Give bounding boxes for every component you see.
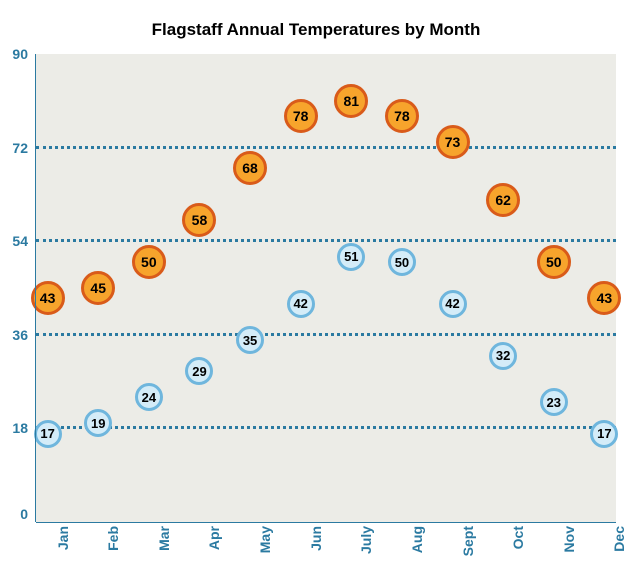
chart-title: Flagstaff Annual Temperatures by Month	[0, 20, 632, 40]
high-value-label: 45	[90, 280, 106, 296]
x-tick-label: Apr	[206, 526, 222, 574]
gridline	[36, 239, 616, 242]
high-value-label: 78	[394, 108, 410, 124]
y-tick-label: 72	[0, 140, 28, 156]
x-tick-label: Aug	[409, 526, 425, 574]
x-tick-label: July	[358, 526, 374, 574]
x-tick-label: May	[257, 526, 273, 574]
low-value-label: 17	[40, 426, 54, 441]
low-marker: 29	[185, 357, 213, 385]
x-tick-label: Jun	[308, 526, 324, 574]
low-marker: 24	[135, 383, 163, 411]
low-marker: 17	[34, 420, 62, 448]
x-tick-label: Sept	[460, 526, 476, 574]
low-value-label: 51	[344, 249, 358, 264]
high-value-label: 43	[597, 290, 613, 306]
low-value-label: 29	[192, 364, 206, 379]
high-marker: 50	[132, 245, 166, 279]
high-value-label: 50	[141, 254, 157, 270]
y-tick-label: 36	[0, 327, 28, 343]
high-value-label: 43	[40, 290, 56, 306]
low-value-label: 24	[142, 390, 156, 405]
high-marker: 43	[587, 281, 621, 315]
high-marker: 73	[436, 125, 470, 159]
y-tick-label: 18	[0, 420, 28, 436]
low-marker: 32	[489, 342, 517, 370]
low-marker: 42	[439, 290, 467, 318]
plot-area: 17 19 24 29 35 42 51 50 42 32 23 17 43 45 50 58 68 78 81 78…	[36, 54, 616, 522]
low-value-label: 42	[445, 296, 459, 311]
low-value-label: 17	[597, 426, 611, 441]
low-marker: 35	[236, 326, 264, 354]
high-marker: 68	[233, 151, 267, 185]
high-marker: 78	[385, 99, 419, 133]
high-marker: 45	[81, 271, 115, 305]
low-value-label: 35	[243, 333, 257, 348]
high-marker: 62	[486, 183, 520, 217]
high-value-label: 81	[344, 93, 360, 109]
temperature-chart: Flagstaff Annual Temperatures by Month 1…	[0, 0, 632, 585]
high-value-label: 58	[192, 212, 208, 228]
low-value-label: 19	[91, 416, 105, 431]
high-marker: 58	[182, 203, 216, 237]
high-value-label: 50	[546, 254, 562, 270]
x-tick-label: Nov	[561, 526, 577, 574]
gridline	[36, 426, 616, 429]
low-value-label: 23	[547, 395, 561, 410]
x-tick-label: Jan	[55, 526, 71, 574]
low-marker: 23	[540, 388, 568, 416]
x-tick-label: Mar	[156, 526, 172, 574]
y-tick-label: 54	[0, 233, 28, 249]
gridline	[36, 146, 616, 149]
x-tick-label: Feb	[105, 526, 121, 574]
high-value-label: 78	[293, 108, 309, 124]
low-marker: 17	[590, 420, 618, 448]
high-value-label: 68	[242, 160, 258, 176]
low-value-label: 32	[496, 348, 510, 363]
y-tick-label: 0	[0, 506, 28, 522]
low-value-label: 42	[293, 296, 307, 311]
low-marker: 42	[287, 290, 315, 318]
low-marker: 50	[388, 248, 416, 276]
high-value-label: 73	[445, 134, 461, 150]
high-marker: 81	[334, 84, 368, 118]
x-tick-label: Oct	[510, 526, 526, 574]
low-marker: 51	[337, 243, 365, 271]
x-tick-label: Dec	[611, 526, 627, 574]
y-axis-line	[35, 54, 36, 522]
gridline	[36, 333, 616, 336]
high-value-label: 62	[495, 192, 511, 208]
high-marker: 78	[284, 99, 318, 133]
x-axis-line	[36, 522, 616, 523]
low-value-label: 50	[395, 255, 409, 270]
high-marker: 50	[537, 245, 571, 279]
y-tick-label: 90	[0, 46, 28, 62]
low-marker: 19	[84, 409, 112, 437]
